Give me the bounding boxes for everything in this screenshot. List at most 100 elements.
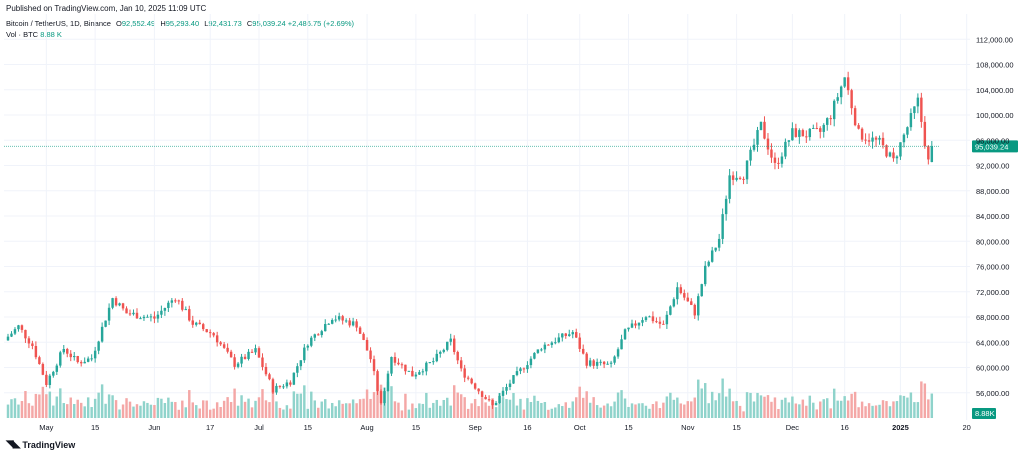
- candle-body: [686, 297, 690, 302]
- volume-bar: [355, 403, 358, 418]
- volume-bar: [188, 390, 191, 418]
- candle-body: [491, 399, 494, 406]
- volume-bar: [459, 394, 463, 418]
- candle-body: [522, 368, 526, 370]
- candle-body: [648, 316, 651, 318]
- candle-body: [906, 127, 909, 135]
- chart-grid: [4, 14, 970, 420]
- volume-bar: [153, 405, 156, 418]
- volume-bar: [665, 396, 669, 418]
- low-key: L: [204, 19, 209, 28]
- volume-bar: [832, 388, 836, 418]
- volume-bar: [212, 408, 215, 418]
- candle-body: [407, 370, 411, 372]
- volume-bar: [139, 405, 142, 418]
- candle-body: [473, 383, 477, 389]
- candle-body: [456, 351, 459, 361]
- volume-bar: [13, 398, 17, 418]
- volume-bar: [853, 391, 857, 418]
- candle-body: [205, 329, 208, 333]
- volume-bar: [76, 399, 79, 418]
- volume-bar: [655, 401, 658, 418]
- candle-body: [920, 97, 923, 122]
- y-tick-label: 64,000.00: [976, 338, 1009, 347]
- volume-bar: [927, 399, 930, 418]
- volume-bar: [83, 406, 86, 418]
- volume-bar: [393, 401, 397, 418]
- volume-bar: [240, 395, 243, 418]
- volume-bar: [271, 381, 275, 418]
- candle-body: [728, 175, 731, 199]
- volume-bar: [278, 407, 282, 418]
- candle-body: [519, 368, 522, 372]
- candle-body: [780, 156, 784, 164]
- volume-bar: [132, 406, 135, 418]
- candle-body: [766, 138, 770, 150]
- volume-bar: [533, 395, 536, 418]
- candle-body: [226, 347, 229, 352]
- volume-bar: [38, 394, 41, 418]
- volume-bar: [913, 402, 916, 418]
- last-price-line: 95,039.24 8.88K: [4, 140, 1018, 419]
- candle-body: [599, 361, 602, 363]
- candle-body: [588, 360, 592, 366]
- x-tick-label: 15: [624, 423, 632, 432]
- volume-bar: [557, 404, 561, 418]
- candle-body: [550, 342, 554, 345]
- volume-bar: [69, 397, 72, 418]
- candle-body: [630, 323, 634, 328]
- volume-bar: [826, 398, 829, 418]
- candle-body: [24, 329, 27, 339]
- candle-body: [362, 333, 365, 340]
- volume-bar: [463, 397, 466, 418]
- candle-body: [547, 344, 550, 346]
- volume-bar: [777, 409, 780, 418]
- candle-body: [892, 152, 895, 159]
- candle-body: [836, 97, 839, 101]
- volume-bar: [191, 402, 194, 418]
- candle-body: [27, 338, 31, 344]
- symbol-title[interactable]: Bitcoin / TetherUS, 1D, Binance: [6, 19, 111, 28]
- candle-body: [585, 353, 588, 366]
- candle-body: [191, 320, 194, 325]
- candle-body: [724, 198, 728, 215]
- candle-body: [250, 351, 254, 353]
- candle-body: [303, 347, 306, 361]
- x-tick-label: 2025: [892, 423, 909, 432]
- volume-bar: [595, 405, 599, 418]
- candle-body: [843, 77, 846, 87]
- volume-bar: [871, 405, 874, 418]
- candle-body: [658, 321, 662, 324]
- volume-bar: [728, 388, 731, 418]
- volume-bar: [299, 393, 303, 418]
- volume-label[interactable]: Vol · BTC: [6, 30, 39, 39]
- x-tick-label: Sep: [468, 423, 481, 432]
- candle-body: [233, 357, 236, 367]
- volume-bar: [627, 406, 630, 418]
- candle-body: [477, 388, 480, 392]
- volume-bar: [439, 405, 442, 418]
- volume-bar: [334, 406, 337, 418]
- y-tick-label: 72,000.00: [976, 288, 1009, 297]
- candle-body: [700, 284, 703, 297]
- candle-body: [261, 357, 264, 367]
- volume-bar: [676, 397, 679, 418]
- volume-bar: [693, 397, 696, 418]
- candle-body: [442, 349, 445, 352]
- volume-bar: [289, 408, 292, 418]
- volume-bar: [742, 411, 745, 418]
- volume-bar: [787, 402, 791, 418]
- volume-bar: [386, 381, 390, 418]
- candle-body: [177, 300, 181, 302]
- volume-bar: [554, 407, 557, 418]
- candle-body: [470, 378, 473, 384]
- candle-body: [895, 156, 899, 159]
- candle-body: [390, 356, 393, 374]
- x-tick-label: 15: [91, 423, 99, 432]
- tradingview-logo[interactable]: ◥◣ TradingView: [6, 439, 75, 450]
- volume-bar: [770, 401, 773, 418]
- volume-bar: [362, 398, 365, 418]
- candle-body: [606, 363, 609, 365]
- candle-body: [121, 303, 125, 309]
